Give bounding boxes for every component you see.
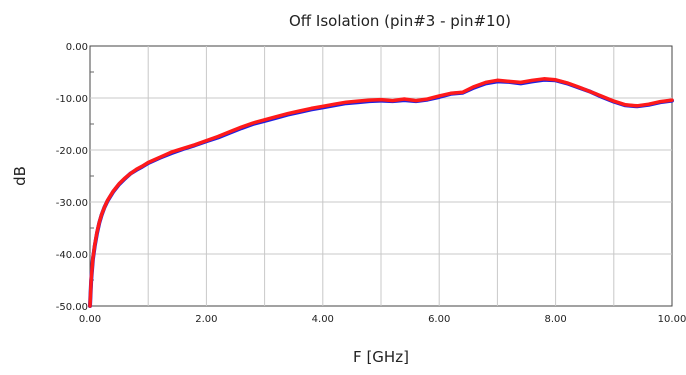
y-tick-label: -50.00 — [56, 302, 88, 313]
chart-title: Off Isolation (pin#3 - pin#10) — [289, 12, 511, 30]
y-tick-label: -20.00 — [56, 146, 88, 157]
x-tick-label: 4.00 — [312, 314, 334, 325]
y-tick-label: -40.00 — [56, 250, 88, 261]
grid — [90, 46, 672, 306]
y-tick-label: -10.00 — [56, 94, 88, 105]
series-group — [88, 77, 674, 308]
y-axis-label: dB — [11, 166, 29, 186]
x-tick-label: 6.00 — [428, 314, 450, 325]
x-tick-label: 10.00 — [658, 314, 686, 325]
x-axis-label: F [GHz] — [353, 348, 409, 366]
x-tick-label: 2.00 — [195, 314, 217, 325]
y-tick-label: 0.00 — [66, 42, 88, 53]
x-tick-label: 8.00 — [544, 314, 566, 325]
y-tick-label: -30.00 — [56, 198, 88, 209]
x-tick-label: 0.00 — [79, 314, 101, 325]
tick-labels: 0.00 2.00 4.00 6.00 8.00 10.00 0.00 -10.00 -20.0… — [56, 42, 686, 325]
series-line-2 — [88, 77, 674, 308]
